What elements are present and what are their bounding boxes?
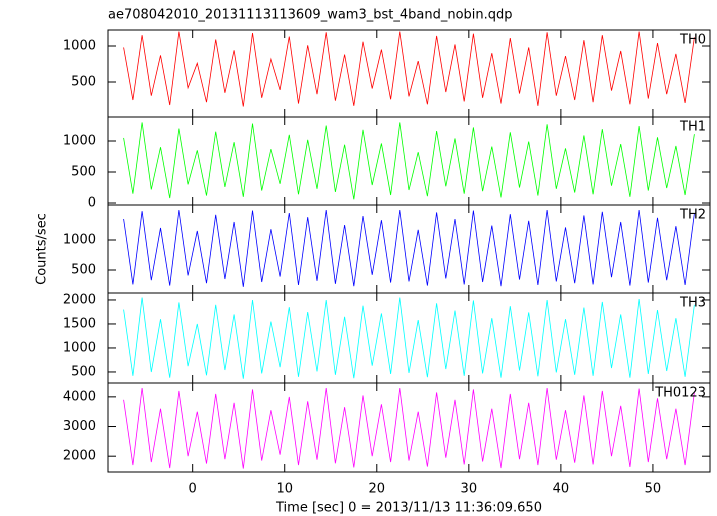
x-tick-label: 40 [553, 482, 570, 497]
chart-title: ae708042010_20131113113609_wam3_bst_4ban… [108, 8, 513, 23]
x-tick-label: 30 [461, 482, 478, 497]
light-curve [123, 122, 695, 200]
light-curve [123, 209, 695, 287]
light-curve [123, 31, 695, 107]
y-tick-label: 1500 [63, 316, 96, 331]
y-tick-label: 500 [71, 263, 96, 278]
y-tick-label: 1000 [63, 340, 96, 355]
y-tick-label: 3000 [63, 419, 96, 434]
y-tick-label: 500 [71, 165, 96, 180]
x-tick-label: 20 [369, 482, 386, 497]
y-axis-label: Counts/sec [35, 213, 50, 285]
series-label: TH0123 [654, 386, 706, 401]
x-tick-label: 50 [645, 482, 662, 497]
y-tick-label: 0 [88, 196, 96, 211]
panel-frame [107, 382, 711, 473]
x-tick-label: 10 [276, 482, 293, 497]
y-tick-label: 1000 [63, 38, 96, 53]
y-tick-label: 1000 [63, 134, 96, 149]
series-label: TH1 [679, 120, 706, 135]
x-tick-label: 0 [189, 482, 197, 497]
y-tick-label: 1000 [63, 232, 96, 247]
series-label: TH2 [679, 208, 706, 223]
series-label: TH0 [679, 33, 706, 48]
light-curve [123, 387, 695, 469]
y-tick-label: 2000 [63, 449, 96, 464]
light-curve [123, 297, 695, 379]
y-tick-label: 500 [71, 74, 96, 89]
x-axis-label: Time [sec] 0 = 2013/11/13 11:36:09.650 [275, 501, 542, 516]
y-tick-label: 4000 [63, 389, 96, 404]
y-tick-label: 2000 [63, 292, 96, 307]
y-tick-label: 500 [71, 364, 96, 379]
series-label: TH3 [679, 296, 706, 311]
